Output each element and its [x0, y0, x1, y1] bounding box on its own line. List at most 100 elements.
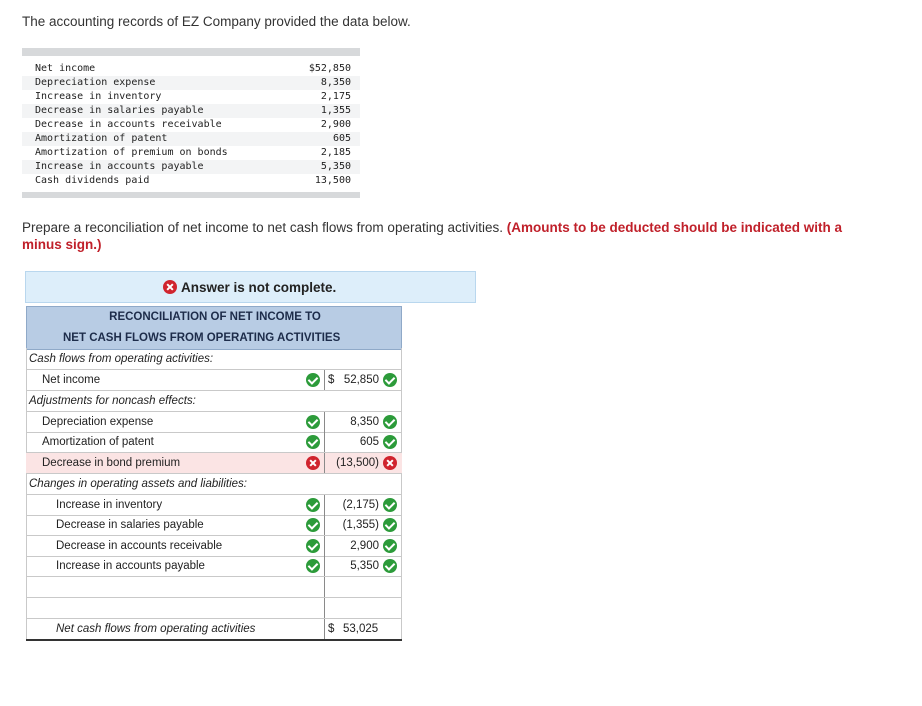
- check-icon: [306, 415, 320, 429]
- table-row: Increase in accounts payable 5,350: [26, 556, 402, 577]
- check-icon: [306, 435, 320, 449]
- check-icon: [383, 559, 397, 573]
- data-label: Amortization of patent: [35, 133, 168, 144]
- check-icon: [383, 539, 397, 553]
- total-row: Net cash flows from operating activities…: [26, 619, 402, 641]
- total-value-cell: $ 53,025: [324, 619, 401, 639]
- section-label: Changes in operating assets and liabilit…: [29, 478, 247, 490]
- instructions: Prepare a reconciliation of net income t…: [22, 219, 882, 253]
- check-icon: [383, 498, 397, 512]
- data-row: Decrease in accounts receivable 2,900: [22, 118, 360, 132]
- check-icon: [383, 435, 397, 449]
- empty-row: [26, 577, 402, 598]
- row-label[interactable]: Increase in accounts payable: [56, 560, 205, 572]
- amount-value: 52,850: [343, 374, 379, 386]
- data-row: Decrease in salaries payable 1,355: [22, 104, 360, 118]
- data-value: $52,850: [308, 63, 351, 74]
- amount-input[interactable]: [324, 598, 401, 618]
- reconciliation-table: RECONCILIATION OF NET INCOME TO NET CASH…: [26, 306, 402, 641]
- amount-input[interactable]: 8,350: [324, 412, 401, 432]
- section-row: Changes in operating assets and liabilit…: [26, 474, 402, 495]
- check-icon: [383, 518, 397, 532]
- data-value: 2,175: [320, 91, 351, 102]
- data-label: Increase in inventory: [35, 91, 162, 102]
- data-label: Decrease in salaries payable: [35, 105, 204, 116]
- check-icon: [306, 518, 320, 532]
- intro-text: The accounting records of EZ Company pro…: [22, 14, 411, 29]
- status-text: Answer is not complete.: [181, 280, 337, 295]
- data-row: Net income $52,850: [22, 62, 360, 76]
- amount-input[interactable]: 2,900: [324, 536, 401, 556]
- table-row: Increase in inventory (2,175): [26, 495, 402, 516]
- section-label: Adjustments for noncash effects:: [29, 395, 196, 407]
- section-label: Cash flows from operating activities:: [29, 353, 214, 365]
- amount-input[interactable]: 605: [324, 432, 401, 452]
- check-icon: [306, 498, 320, 512]
- check-icon: [383, 415, 397, 429]
- data-label: Increase in accounts payable: [35, 161, 204, 172]
- amount-value: 2,900: [350, 540, 379, 552]
- data-row: Cash dividends paid 13,500: [22, 174, 360, 188]
- table-row: Decrease in accounts receivable 2,900: [26, 536, 402, 557]
- data-box-top-bar: [22, 48, 360, 56]
- data-label: Amortization of premium on bonds: [35, 147, 228, 158]
- table-title-line1: RECONCILIATION OF NET INCOME TO: [109, 311, 321, 323]
- amount-input[interactable]: (13,500): [324, 453, 401, 473]
- data-value: 13,500: [314, 175, 351, 186]
- data-row: Amortization of premium on bonds 2,185: [22, 146, 360, 160]
- row-label[interactable]: Increase in inventory: [56, 499, 163, 511]
- total-value: 53,025: [343, 623, 379, 635]
- row-label[interactable]: Depreciation expense: [42, 416, 154, 428]
- data-value: 2,900: [320, 119, 351, 130]
- data-box: Net income $52,850 Depreciation expense 8,…: [22, 48, 360, 198]
- check-icon: [306, 373, 320, 387]
- amount-input[interactable]: (1,355): [324, 515, 401, 535]
- amount-value: 605: [359, 436, 379, 448]
- net-income-input[interactable]: $ 52,850: [324, 370, 401, 390]
- data-value: 8,350: [320, 77, 351, 88]
- data-row: Increase in inventory 2,175: [22, 90, 360, 104]
- amount-input[interactable]: [324, 577, 401, 597]
- section-row: Cash flows from operating activities:: [26, 349, 402, 370]
- row-label[interactable]: Decrease in bond premium: [42, 457, 181, 469]
- empty-row: [26, 598, 402, 619]
- row-label: Net income: [42, 374, 101, 386]
- data-value: 605: [332, 133, 351, 144]
- table-row: Depreciation expense 8,350: [26, 412, 402, 433]
- data-value: 5,350: [320, 161, 351, 172]
- data-value: 1,355: [320, 105, 351, 116]
- data-row: Increase in accounts payable 5,350: [22, 160, 360, 174]
- row-label[interactable]: Decrease in salaries payable: [56, 519, 204, 531]
- table-row: Amortization of patent 605: [26, 432, 402, 453]
- amount-value: (13,500): [336, 457, 379, 469]
- dollar-sign: $: [328, 374, 335, 386]
- data-row: Depreciation expense 8,350: [22, 76, 360, 90]
- row-label[interactable]: Decrease in accounts receivable: [56, 540, 223, 552]
- table-row-incorrect: Decrease in bond premium (13,500): [26, 453, 402, 474]
- status-banner: Answer is not complete.: [25, 271, 476, 303]
- amount-value: (1,355): [342, 519, 379, 531]
- amount-input[interactable]: (2,175): [324, 495, 401, 515]
- table-row: Decrease in salaries payable (1,355): [26, 515, 402, 536]
- data-box-bottom-bar: [22, 192, 360, 198]
- amount-value: 8,350: [350, 416, 379, 428]
- check-icon: [306, 559, 320, 573]
- data-label: Cash dividends paid: [35, 175, 150, 186]
- data-label: Decrease in accounts receivable: [35, 119, 222, 130]
- row-label[interactable]: Amortization of patent: [42, 436, 154, 448]
- check-icon: [383, 373, 397, 387]
- x-circle-icon: [383, 456, 397, 470]
- x-circle-icon: [306, 456, 320, 470]
- instructions-text: Prepare a reconciliation of net income t…: [22, 220, 507, 235]
- instructions-emphasis: (Amounts to be deducted should be indica…: [22, 220, 843, 252]
- check-icon: [306, 539, 320, 553]
- amount-value: (2,175): [342, 499, 379, 511]
- x-circle-icon: [163, 280, 177, 294]
- section-row: Adjustments for noncash effects:: [26, 391, 402, 412]
- table-title-line2: NET CASH FLOWS FROM OPERATING ACTIVITIES: [63, 332, 341, 344]
- total-label: Net cash flows from operating activities: [56, 623, 256, 635]
- amount-value: 5,350: [350, 560, 379, 572]
- amount-input[interactable]: 5,350: [324, 556, 401, 576]
- data-row: Amortization of patent 605: [22, 132, 360, 146]
- data-label: Depreciation expense: [35, 77, 156, 88]
